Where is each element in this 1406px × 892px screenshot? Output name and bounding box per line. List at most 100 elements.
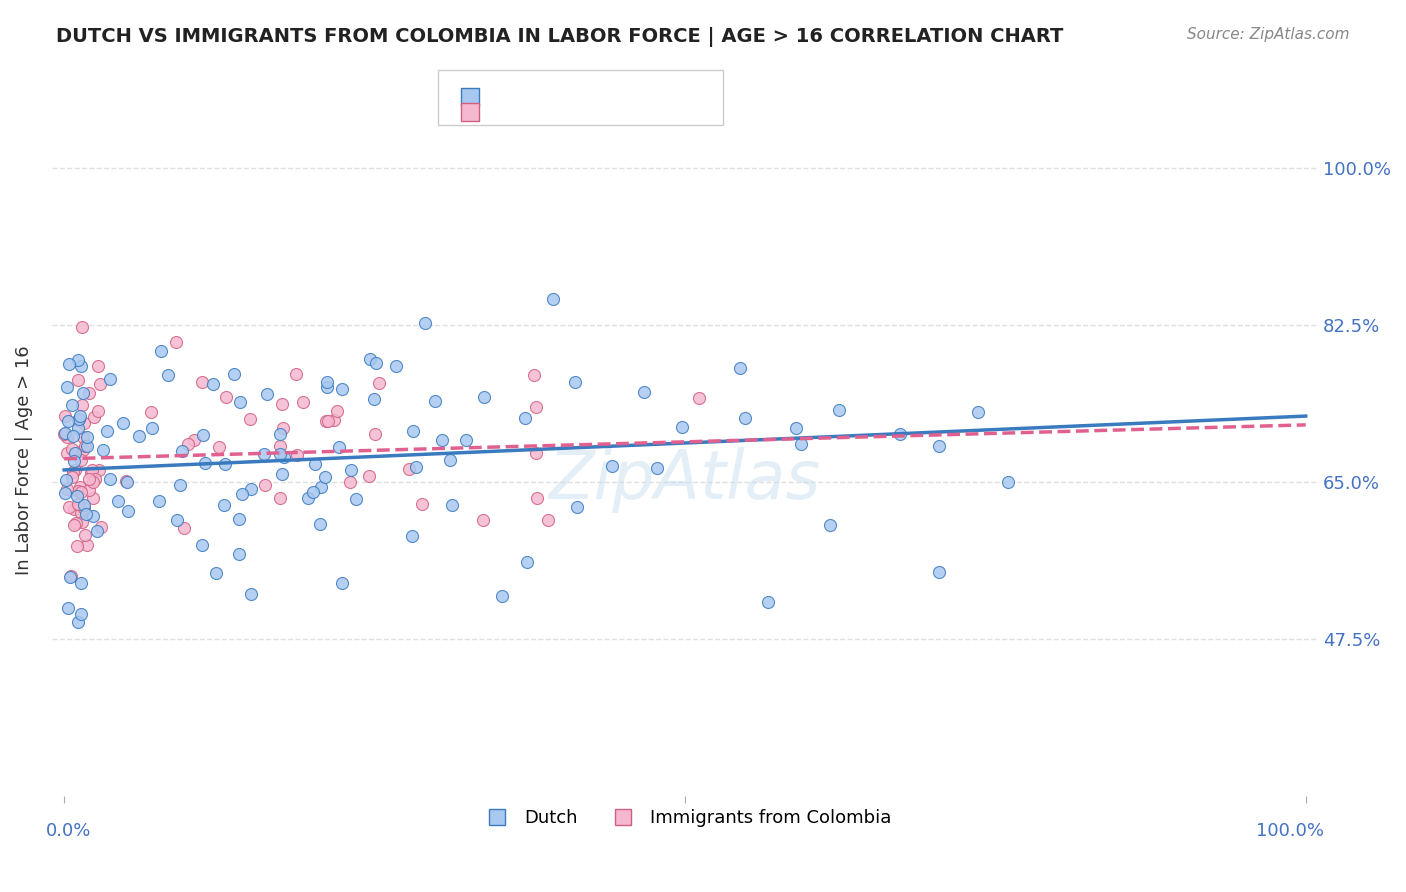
Point: [73, 416, 96, 430]
Point: [269, 447, 291, 461]
Text: R =: R =: [499, 87, 537, 105]
Point: [208, 440, 231, 454]
Text: 0.157: 0.157: [550, 87, 606, 105]
Point: [60, 442, 83, 456]
Point: [222, 368, 245, 382]
Point: [62, 428, 84, 442]
Point: [150, 343, 173, 358]
Point: [75, 528, 97, 542]
Point: [58, 600, 80, 615]
Point: [67, 353, 90, 368]
Point: [359, 352, 381, 367]
Point: [326, 404, 349, 418]
Point: [67, 615, 90, 629]
Point: [228, 548, 250, 562]
Point: [98, 372, 121, 386]
Point: [411, 497, 433, 511]
Point: [363, 426, 385, 441]
Point: [66, 539, 89, 553]
Point: [273, 450, 295, 465]
Point: [966, 404, 988, 418]
Point: [166, 512, 188, 526]
Point: [72, 386, 94, 401]
Point: [322, 413, 344, 427]
Point: [441, 498, 464, 512]
Point: [91, 443, 114, 458]
Point: [332, 382, 354, 396]
Point: [790, 437, 813, 451]
Point: [928, 439, 950, 453]
Point: [67, 373, 90, 387]
Point: [564, 375, 586, 389]
Point: [66, 413, 89, 427]
Point: [402, 424, 425, 438]
Point: [89, 377, 111, 392]
Point: [87, 403, 110, 417]
Point: [239, 483, 262, 497]
Point: [60, 569, 83, 583]
Point: [734, 411, 756, 425]
Point: [285, 367, 308, 381]
Point: [70, 506, 93, 520]
Point: [58, 500, 80, 515]
Legend: Dutch, Immigrants from Colombia: Dutch, Immigrants from Colombia: [471, 802, 898, 834]
Point: [253, 446, 276, 460]
Point: [62, 466, 84, 480]
Point: [191, 375, 214, 389]
Point: [537, 513, 560, 527]
Point: [141, 421, 163, 435]
Point: [328, 440, 350, 454]
Point: [76, 439, 98, 453]
Point: [728, 361, 751, 376]
Point: [56, 446, 79, 460]
Point: [523, 368, 546, 383]
Point: [526, 491, 548, 506]
Point: [756, 595, 779, 609]
Point: [84, 472, 107, 486]
Point: [401, 529, 423, 543]
Point: [385, 359, 408, 373]
Point: [112, 417, 135, 431]
Point: [271, 421, 294, 435]
Text: R =: R =: [499, 103, 537, 121]
Point: [439, 453, 461, 467]
Point: [69, 480, 91, 494]
Point: [53, 426, 76, 441]
Point: [367, 376, 389, 390]
Point: [315, 414, 337, 428]
Point: [65, 446, 87, 460]
Point: [169, 478, 191, 492]
Point: [56, 379, 79, 393]
Point: [128, 429, 150, 443]
Point: [316, 414, 339, 428]
Point: [66, 497, 89, 511]
Point: [928, 565, 950, 579]
Point: [53, 426, 76, 441]
Point: [148, 493, 170, 508]
Point: [66, 489, 89, 503]
Point: [107, 494, 129, 508]
Point: [214, 457, 236, 471]
Point: [60, 398, 83, 412]
Text: DUTCH VS IMMIGRANTS FROM COLOMBIA IN LABOR FORCE | AGE > 16 CORRELATION CHART: DUTCH VS IMMIGRANTS FROM COLOMBIA IN LAB…: [56, 27, 1063, 46]
Point: [304, 457, 326, 471]
Point: [405, 459, 427, 474]
Text: 100.0%: 100.0%: [1257, 822, 1324, 840]
Point: [212, 498, 235, 512]
Text: 0.081: 0.081: [550, 103, 606, 121]
Point: [471, 513, 494, 527]
Point: [70, 516, 93, 530]
Point: [357, 468, 380, 483]
Text: N =: N =: [621, 87, 662, 105]
Point: [77, 483, 100, 498]
Y-axis label: In Labor Force | Age > 16: In Labor Force | Age > 16: [15, 345, 32, 574]
Point: [309, 479, 332, 493]
Point: [86, 524, 108, 538]
Point: [344, 491, 367, 506]
Point: [256, 387, 278, 401]
Point: [524, 445, 547, 459]
Point: [76, 539, 98, 553]
Point: [423, 394, 446, 409]
Point: [285, 448, 308, 462]
Point: [239, 412, 262, 426]
